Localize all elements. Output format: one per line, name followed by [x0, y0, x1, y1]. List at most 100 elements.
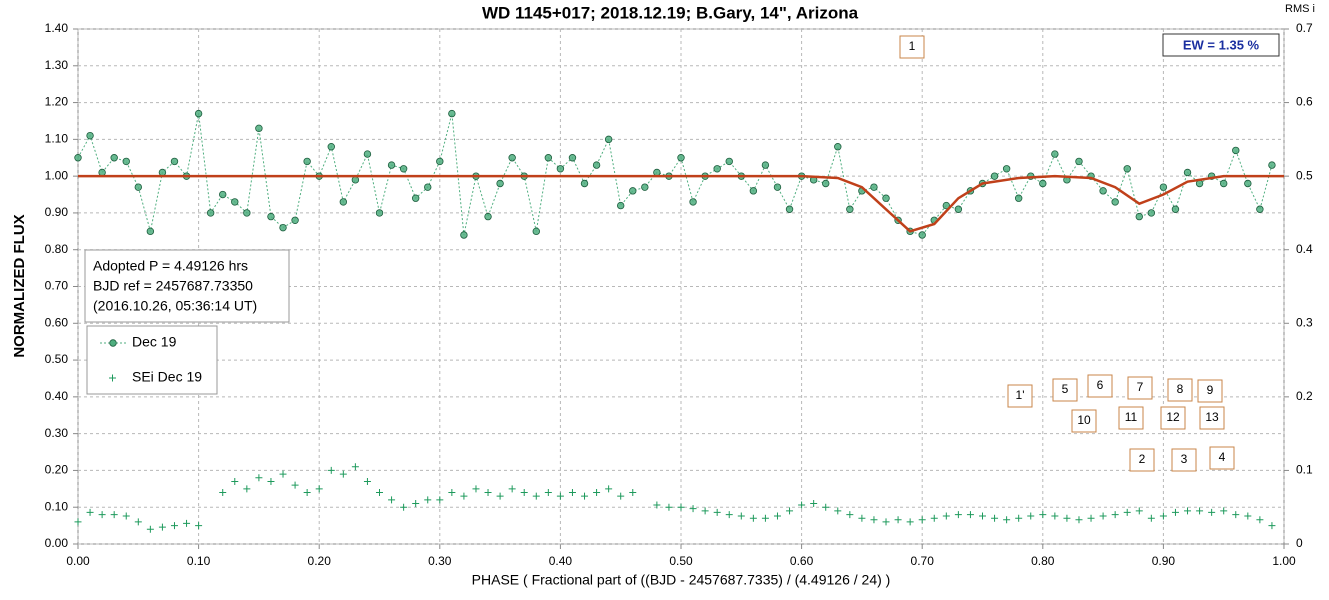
- plus-marker: [472, 485, 480, 493]
- plus-marker: [424, 496, 432, 504]
- y2-tick-label: 0.4: [1296, 242, 1313, 256]
- circle-marker: [1039, 179, 1047, 188]
- y2-tick-label: 0.2: [1296, 389, 1313, 403]
- annotation-box: [1199, 406, 1225, 430]
- circle-marker: [990, 172, 999, 180]
- plus-marker: [761, 514, 769, 522]
- plus-marker: [460, 492, 468, 500]
- y-tick-label: 0.50: [45, 352, 69, 366]
- circle-marker: [1002, 165, 1011, 173]
- plus-marker: [400, 503, 408, 511]
- plus-marker: [701, 507, 709, 515]
- circle-marker: [74, 154, 82, 162]
- model-curve: [78, 174, 1284, 233]
- circle-marker: [1051, 150, 1059, 158]
- plus-marker: [1135, 507, 1143, 515]
- plus-marker: [749, 514, 757, 522]
- circle-marker: [1256, 205, 1264, 213]
- circle-marker: [327, 143, 335, 151]
- y-tick-label: 1.10: [45, 132, 69, 146]
- annotation-label: 10: [1077, 413, 1091, 427]
- annotation-label: 3: [1181, 452, 1188, 466]
- plus-marker: [1003, 516, 1011, 524]
- annotation-box: [1118, 406, 1144, 430]
- plus-marker: [798, 501, 806, 509]
- circle-marker: [846, 205, 854, 213]
- circle-marker: [339, 198, 348, 206]
- y2-tick-label: 0.1: [1296, 463, 1313, 477]
- x-tick-label: 0.50: [669, 554, 693, 568]
- circle-marker: [387, 161, 396, 169]
- plus-marker: [231, 477, 239, 485]
- x-tick-label: 0.40: [549, 554, 573, 568]
- plus-marker: [689, 505, 697, 513]
- plus-marker: [544, 489, 552, 496]
- annotation-label: 1: [909, 39, 916, 53]
- circle-marker: [1111, 198, 1119, 206]
- circle-marker: [773, 183, 782, 191]
- circle-marker: [1268, 161, 1276, 169]
- plus-marker: [219, 489, 227, 496]
- annotation-label: 2: [1139, 452, 1146, 466]
- info-line: Adopted P = 4.49126 hrs: [93, 258, 248, 274]
- y-tick-label: 0.70: [45, 279, 69, 293]
- y2-tick-label: 0.3: [1296, 315, 1313, 329]
- plus-marker: [1039, 511, 1047, 519]
- annotation-box: [1171, 448, 1197, 472]
- plus-marker: [484, 489, 492, 496]
- circle-marker: [942, 201, 951, 210]
- circle-marker: [484, 212, 492, 221]
- x-tick-label: 1.00: [1272, 554, 1296, 568]
- x-tick-label: 0.30: [428, 554, 452, 568]
- y-tick-label: 1.20: [45, 95, 69, 109]
- annotation-box: [1160, 406, 1186, 430]
- plus-marker: [1159, 512, 1167, 520]
- plus-marker: [146, 525, 154, 533]
- plus-marker: [1027, 512, 1035, 520]
- plus-marker: [339, 470, 347, 478]
- annotation-label: 8: [1177, 382, 1184, 396]
- plus-marker: [617, 492, 625, 500]
- x-axis-label: PHASE ( Fractional part of ((BJD - 24576…: [472, 572, 891, 588]
- circle-marker: [291, 216, 299, 224]
- plus-marker: [942, 512, 950, 520]
- plus-marker: [243, 485, 251, 493]
- ew-label: EW = 1.35 %: [1183, 37, 1260, 52]
- plus-marker: [1063, 514, 1071, 522]
- y-tick-label: 0.10: [45, 499, 69, 513]
- plus-marker: [86, 508, 94, 516]
- plus-marker: [1051, 512, 1059, 520]
- circle-marker: [834, 143, 842, 151]
- plus-marker: [858, 514, 866, 522]
- plus-marker: [363, 477, 371, 485]
- circle-marker: [243, 209, 251, 217]
- plus-marker: [496, 492, 504, 500]
- plus-marker: [1244, 512, 1252, 520]
- circle-marker: [86, 131, 94, 140]
- plus-marker: [1111, 511, 1119, 519]
- plus-marker: [870, 516, 878, 524]
- circle-marker: [785, 205, 794, 213]
- plus-marker: [1075, 516, 1083, 524]
- x-tick-label: 0.20: [308, 554, 332, 568]
- annotation-label: 6: [1097, 378, 1104, 392]
- circle-marker: [351, 176, 360, 184]
- circle-marker: [629, 187, 637, 195]
- plus-marker: [677, 503, 685, 511]
- circle-marker: [1159, 183, 1168, 191]
- circle-marker: [617, 201, 625, 210]
- circle-marker: [592, 161, 601, 169]
- x-tick-label: 0.70: [911, 554, 935, 568]
- y2-tick-label: 0.5: [1296, 168, 1313, 182]
- x-tick-label: 0.80: [1031, 554, 1055, 568]
- plus-marker: [954, 511, 962, 519]
- circle-marker: [170, 157, 179, 166]
- plus-marker: [448, 489, 456, 496]
- y-tick-label: 0.80: [45, 242, 69, 256]
- circle-marker: [1135, 212, 1143, 221]
- legend-label: SEi Dec 19: [132, 369, 202, 385]
- circle-marker: [363, 150, 372, 158]
- circle-marker: [544, 154, 553, 162]
- plus-marker: [1232, 511, 1240, 519]
- x-tick-label: 0.90: [1152, 554, 1176, 568]
